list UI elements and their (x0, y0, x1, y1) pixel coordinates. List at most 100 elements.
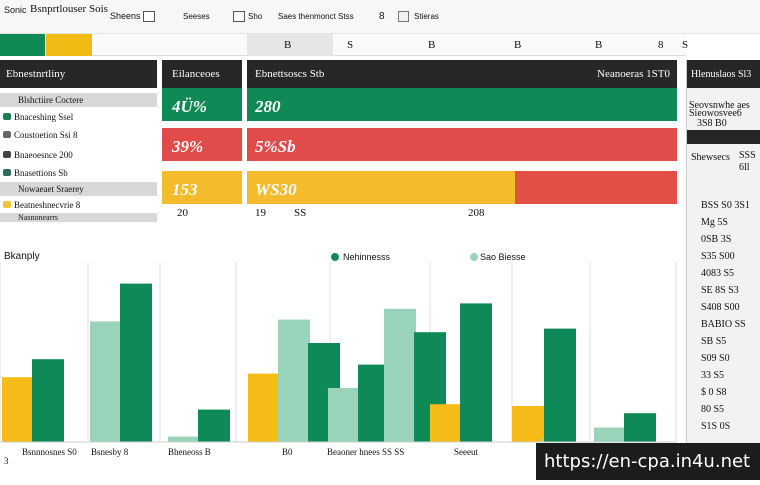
legend-dot-icon (331, 253, 339, 261)
summary-value: 6ll (739, 162, 750, 173)
list-item-label: Bnasettions Sb (14, 168, 68, 178)
chart-bar-mint (594, 427, 626, 442)
toolbar-checkbox[interactable] (143, 11, 155, 22)
scale-label: 20 (177, 207, 188, 219)
x-label: B0 (282, 447, 293, 457)
metric-value: 153 (172, 180, 198, 199)
left-panel-header: Ebnestnrtliny (0, 60, 157, 88)
col-label[interactable]: B (284, 39, 292, 51)
item-icon (3, 169, 11, 176)
item-icon (3, 131, 11, 138)
watermark-url: https://en-cpa.in4u.net (536, 443, 760, 480)
mid-panel-header: Eilanceoes (162, 60, 242, 88)
metric-value: 5%Sb (255, 137, 296, 156)
list-item-label: Beatneshnecvrie 8 (14, 200, 81, 210)
list-item[interactable]: Nasnonearrs (0, 213, 157, 222)
col-label[interactable]: S (347, 39, 354, 51)
x-label: Seeeut (454, 447, 478, 457)
toolbar-swatch[interactable] (398, 11, 409, 22)
metric-bar-green-left: 4Ü% (162, 88, 242, 121)
chart-svg (0, 262, 677, 443)
yellow-tab[interactable] (46, 34, 92, 56)
toolbar-checkbox-2[interactable] (233, 11, 245, 22)
summary-value: BSS S0 3S1 (701, 200, 750, 211)
list-item-label: Bnaceshing Ssel (14, 112, 74, 122)
mid-panel-title: Eilanceoes (172, 68, 220, 80)
summary-value: 0SB 3S (701, 234, 732, 245)
x-label: Bsnnnosnes S0 (22, 447, 77, 457)
summary-value: SE 8S S3 (701, 285, 739, 296)
chart-bar-yellow (430, 404, 462, 442)
col-label[interactable]: B (428, 39, 436, 51)
divider (687, 130, 760, 144)
toolbar-item-2[interactable]: Bsnprtlouser Sois (30, 3, 108, 15)
x-label: 3 (4, 456, 9, 466)
list-item-label: Coustoetion Ssi 8 (14, 130, 78, 140)
summary-value: S1S 0S (701, 421, 731, 432)
selected-column[interactable] (247, 34, 333, 56)
x-label: Beaoner hnees SS SS (327, 447, 405, 457)
col-label[interactable]: B (595, 39, 603, 51)
summary-value: BABIO SS (701, 319, 746, 330)
list-item[interactable]: Beatneshnecvrie 8 (0, 198, 157, 212)
metric-bar-red-left: 39% (162, 128, 242, 161)
leaf-icon (3, 113, 11, 120)
list-item[interactable]: Blshctiire Coctere (0, 93, 157, 107)
chart-bar-green (544, 328, 576, 442)
left-list: Blshctiire Coctere Bnaceshing Ssel Coust… (0, 88, 157, 222)
list-item[interactable]: Coustoetion Ssi 8 (0, 128, 157, 142)
toolbar-item-6[interactable]: Saes thenmonct Stss (278, 12, 354, 21)
scale-label: 208 (468, 207, 485, 219)
right-panel-header: Ebnettsoscs Stb Neanoeras 1ST0 (247, 60, 677, 88)
list-item[interactable]: Nowaeaet Sraerey (0, 182, 157, 196)
chart-bar-yellow (512, 406, 544, 442)
column-header: B S B B B S 8 (92, 34, 689, 56)
list-item-label: Nasnonearrs (18, 213, 58, 222)
toolbar-item-5[interactable]: Sho (248, 12, 263, 21)
toolbar-item-7[interactable]: Stieras (414, 12, 439, 21)
col-label[interactable]: S (682, 39, 689, 51)
chart-bar-mint (328, 388, 360, 442)
x-label: Bsnesby 8 (91, 447, 129, 457)
toolbar-item-1[interactable]: Sonic (4, 5, 27, 15)
list-item[interactable]: Bnaeoesnce 200 (0, 148, 157, 162)
toolbar-item-3[interactable]: Sheens (110, 11, 141, 21)
chart-bar-yellow (248, 373, 280, 442)
toolbar-item-4[interactable]: Seeses (183, 12, 210, 21)
scale-label: 19 (255, 207, 266, 219)
list-item-label: Bnaeoesnce 200 (14, 150, 73, 160)
scale-label: SS (294, 207, 307, 219)
list-item[interactable]: Bnasettions Sb (0, 166, 157, 180)
summary-value: SSS (739, 150, 756, 161)
summary-value: S09 S0 (701, 353, 730, 364)
chart-title: Bkanply (4, 251, 40, 262)
chart-bar-green (198, 409, 230, 442)
summary-value: 33 S5 (701, 370, 725, 381)
col-label[interactable]: B (514, 39, 522, 51)
col-label[interactable]: 8 (658, 39, 664, 51)
chart-bar-yellow (2, 377, 34, 442)
right-panel-title: Ebnettsoscs Stb (255, 68, 325, 80)
chart-bar-mint (90, 321, 122, 442)
summary-value: $ 0 S8 (701, 387, 727, 398)
summary-value: S408 S00 (701, 302, 740, 313)
bar-chart (0, 232, 678, 480)
right-panel-subtitle: Neanoeras 1ST0 (597, 68, 671, 80)
chart-bar-mint (384, 308, 416, 442)
chart-bar-green (624, 413, 656, 442)
metric-bar-green: 280 (247, 88, 677, 121)
green-tab[interactable] (0, 34, 45, 56)
toolbar-num: 8 (379, 11, 385, 22)
metric-value: 39% (172, 137, 204, 156)
list-item[interactable]: Bnaceshing Ssel (0, 110, 157, 124)
legend-label: Nehinnesss (343, 252, 391, 262)
chart-bar-green (120, 283, 152, 442)
metric-bar-red-tail (515, 171, 677, 204)
summary-value: S35 S00 (701, 251, 735, 262)
list-item-label: Blshctiire Coctere (18, 95, 84, 105)
x-label: Bheneoss B (168, 447, 211, 457)
summary-value: SB S5 (701, 336, 727, 347)
chart-bar-green (460, 303, 492, 442)
legend-label: Sao Biesse (480, 252, 526, 262)
summary-text: Shewsecs (691, 152, 730, 163)
